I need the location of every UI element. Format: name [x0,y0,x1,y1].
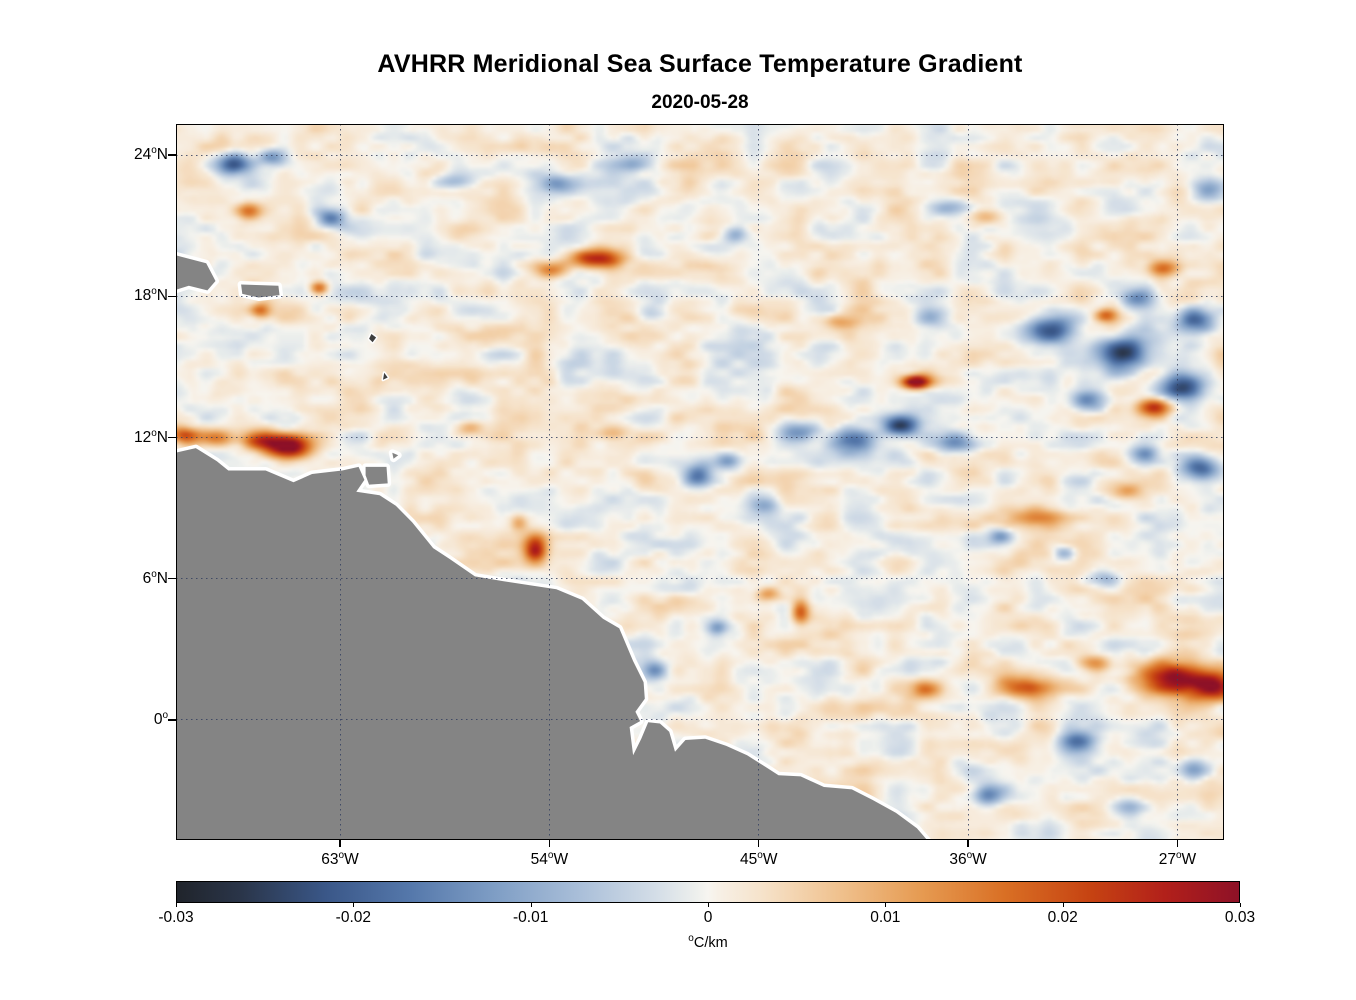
x-tick-mark-36W [967,840,969,847]
colorbar-tick-label-0.02: 0.02 [1047,909,1078,926]
y-tick-label-6N: 6oN [142,568,168,587]
colorbar-tick-mark--0.01 [530,903,532,907]
land-coastline [176,251,932,840]
colorbar [176,881,1240,903]
colorbar-tick-mark-0.03 [1240,903,1241,907]
x-tick-label-63W: 63oW [321,850,359,869]
colorbar-tick-mark-0.02 [1062,903,1064,907]
colorbar-tick-label--0.01: -0.01 [512,909,549,926]
small-island [369,334,388,380]
colorbar-tick-label-0.03: 0.03 [1224,909,1256,926]
y-tick-label-18N: 18oN [133,286,168,305]
x-tick-label-36W: 36oW [949,850,987,869]
y-tick-mark-0 [168,719,176,721]
chart-subtitle: 2020-05-28 [651,92,749,113]
colorbar-tick-mark--0.03 [176,903,177,907]
y-tick-mark-6N [168,577,176,580]
colorbar-tick-mark-0 [708,903,709,907]
colorbar-units-label: oC/km [176,933,1240,951]
colorbar-tick-mark-0.01 [885,903,887,907]
landmass [176,255,928,840]
x-tick-label-45W: 45oW [740,850,778,869]
colorbar-tick-label--0.03: -0.03 [158,909,194,926]
units-text: C/km [693,934,728,951]
x-tick-mark-63W [339,840,341,847]
x-tick-mark-54W [548,840,551,847]
y-tick-label-12N: 12oN [133,427,168,446]
x-tick-label-27W: 27oW [1158,850,1197,869]
y-tick-mark-18N [168,295,176,298]
y-tick-mark-12N [168,436,176,439]
map-plot-area [176,124,1224,840]
x-tick-mark-45W [757,840,760,847]
colorbar-tick-label-0: 0 [703,909,713,926]
y-tick-label-24N: 24oN [133,145,168,164]
y-tick-label-0: 0o [153,709,168,729]
degree-sup: o [688,933,694,944]
colorbar-tick-mark--0.02 [353,903,355,907]
x-tick-mark-27W [1176,840,1179,847]
chart-title: AVHRR Meridional Sea Surface Temperature… [377,50,1023,78]
y-tick-mark-24N [168,154,176,156]
x-tick-label-54W: 54oW [530,850,569,869]
colorbar-tick-label--0.02: -0.02 [335,909,371,926]
colorbar-tick-label-0.01: 0.01 [870,909,901,926]
